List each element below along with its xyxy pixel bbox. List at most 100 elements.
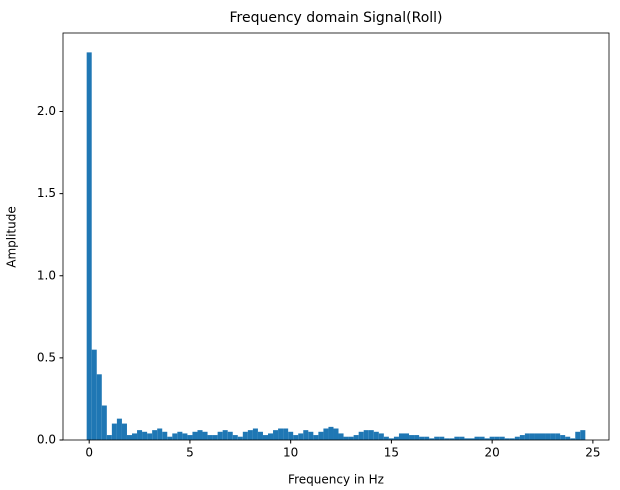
bar xyxy=(242,431,248,440)
bar xyxy=(247,430,253,440)
bar xyxy=(227,431,233,440)
x-tick-label: 25 xyxy=(585,446,600,460)
bar xyxy=(126,435,133,440)
bar xyxy=(252,428,258,440)
bar xyxy=(414,435,420,440)
bar xyxy=(449,438,455,440)
bar xyxy=(519,435,525,440)
bar xyxy=(162,431,168,440)
bar xyxy=(509,438,515,440)
bar xyxy=(313,435,319,440)
bar xyxy=(202,431,208,440)
bar xyxy=(147,433,153,440)
bar xyxy=(398,433,404,440)
bar xyxy=(434,436,440,440)
bar xyxy=(323,428,329,440)
bar xyxy=(86,52,92,440)
bar xyxy=(539,433,546,440)
bar xyxy=(222,430,228,440)
bar xyxy=(303,430,309,440)
bar xyxy=(283,428,289,440)
bar xyxy=(474,436,480,440)
bar xyxy=(167,436,173,440)
bar xyxy=(565,436,571,440)
bar xyxy=(257,431,263,440)
bar xyxy=(192,431,198,440)
bar xyxy=(403,433,410,440)
x-tick-label: 0 xyxy=(85,446,93,460)
bar xyxy=(383,436,389,440)
bar xyxy=(570,438,576,440)
x-tick-label: 10 xyxy=(283,446,298,460)
x-tick-label: 15 xyxy=(384,446,399,460)
bar xyxy=(555,433,561,440)
bar xyxy=(580,430,586,440)
y-tick-label: 1.5 xyxy=(37,186,56,200)
bar xyxy=(504,438,510,440)
bar xyxy=(424,436,430,440)
bar xyxy=(479,436,485,440)
bar xyxy=(393,436,399,440)
bar xyxy=(550,433,556,440)
bar xyxy=(111,423,117,440)
bar xyxy=(469,438,475,440)
bar xyxy=(368,430,374,440)
bar xyxy=(172,433,178,440)
bar xyxy=(142,431,148,440)
bar xyxy=(545,433,551,440)
bar xyxy=(363,430,369,440)
x-tick-label: 5 xyxy=(186,446,194,460)
bar xyxy=(177,431,183,440)
bar xyxy=(388,438,394,440)
y-tick-label: 1.0 xyxy=(37,268,56,282)
bar xyxy=(343,436,349,440)
bar xyxy=(197,430,203,440)
bar xyxy=(358,431,364,440)
x-axis-label: Frequency in Hz xyxy=(288,473,384,487)
bar xyxy=(278,428,284,440)
bar xyxy=(298,433,304,440)
bar xyxy=(575,431,581,440)
bar xyxy=(353,435,359,440)
bar xyxy=(268,433,274,440)
chart-title: Frequency domain Signal(Roll) xyxy=(229,10,442,26)
bar xyxy=(106,435,112,440)
bar xyxy=(121,423,127,440)
bar xyxy=(262,435,269,440)
bar xyxy=(308,431,314,440)
bar xyxy=(494,436,500,440)
bar xyxy=(524,433,530,440)
bar xyxy=(328,426,334,440)
plot-frame xyxy=(62,32,610,441)
bar xyxy=(207,435,213,440)
bar xyxy=(499,436,505,440)
bar xyxy=(560,435,566,440)
bar xyxy=(409,435,415,440)
bar xyxy=(444,438,450,440)
bar xyxy=(91,349,97,440)
bar xyxy=(338,433,344,440)
bar xyxy=(459,436,465,440)
bar xyxy=(529,433,535,440)
y-axis-label: Amplitude xyxy=(5,206,19,268)
bar xyxy=(429,438,435,440)
bar xyxy=(373,431,379,440)
bar xyxy=(116,418,122,440)
bar xyxy=(237,436,243,440)
bar xyxy=(454,436,460,440)
bar xyxy=(439,436,445,440)
bar xyxy=(232,435,238,440)
bar xyxy=(137,430,143,440)
bar xyxy=(157,428,163,440)
bar xyxy=(378,433,384,440)
y-tick-label: 0.5 xyxy=(37,350,56,364)
bar xyxy=(187,435,193,440)
y-tick-label: 2.0 xyxy=(37,104,56,118)
bar xyxy=(534,433,540,440)
bar xyxy=(152,430,158,440)
y-tick-label: 0.0 xyxy=(37,433,56,447)
bar xyxy=(182,433,188,440)
bar xyxy=(464,438,470,440)
bar xyxy=(419,436,425,440)
